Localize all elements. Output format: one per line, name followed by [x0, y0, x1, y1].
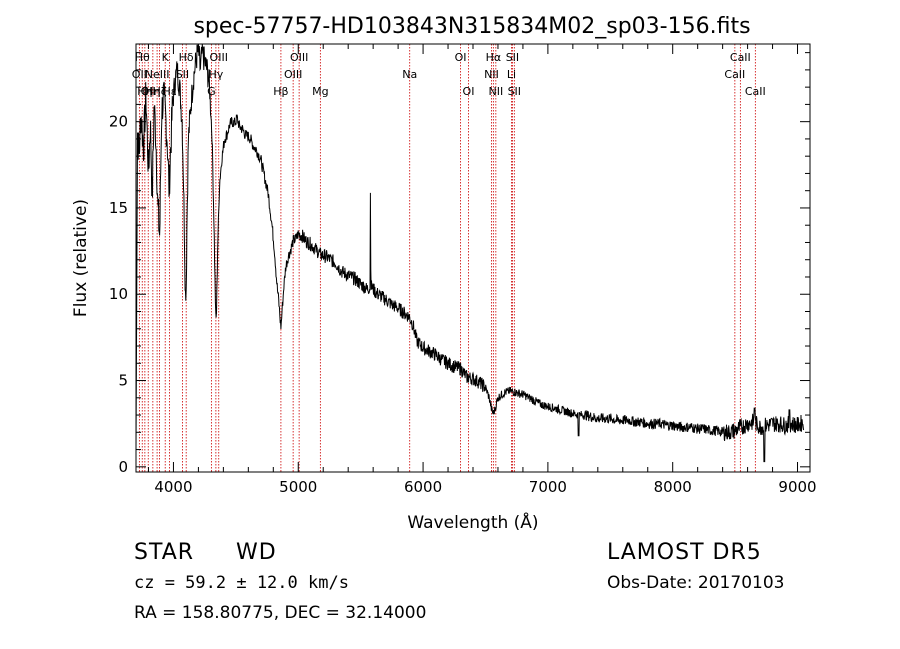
- x-tick-label-1: 5000: [279, 478, 317, 496]
- object-subclass: WD: [236, 540, 277, 565]
- line-label-9: SII: [176, 68, 189, 81]
- y-axis-label: Flux (relative): [71, 199, 91, 317]
- line-label-7: K: [162, 51, 170, 64]
- line-label-13: OIII: [210, 51, 228, 64]
- line-label-4: Hη: [145, 85, 160, 98]
- plot-frame: [135, 43, 811, 473]
- x-tick-label-4: 8000: [654, 478, 692, 496]
- line-label-16: OIII: [290, 51, 308, 64]
- coordinates: RA = 158.80775, DEC = 32.14000: [134, 603, 427, 623]
- x-tick-label-2: 6000: [404, 478, 442, 496]
- line-label-12: Hγ: [208, 68, 223, 81]
- spectrum-line: [135, 43, 805, 463]
- spectral-line-markers: [138, 44, 756, 472]
- y-tick-label-2: 10: [109, 285, 128, 303]
- line-label-11: G: [207, 85, 216, 98]
- x-tick-label-5: 9000: [778, 478, 816, 496]
- x-tick-label-0: 4000: [154, 478, 192, 496]
- line-label-22: Hα: [486, 51, 502, 64]
- line-label-14: Hβ: [273, 85, 288, 98]
- line-label-27: CaII: [724, 68, 745, 81]
- observation-date: Obs-Date: 20170103: [607, 573, 785, 593]
- line-label-21: NII: [484, 68, 499, 81]
- axis-ticks: [136, 44, 810, 472]
- line-label-23: NII: [488, 85, 503, 98]
- line-label-5: NeIII: [145, 68, 170, 81]
- line-label-15: OIII: [284, 68, 302, 81]
- line-label-26: SII: [508, 85, 521, 98]
- line-label-28: CaII: [730, 51, 751, 64]
- line-label-1: Hθ: [135, 51, 150, 64]
- line-label-3: OII: [141, 85, 156, 98]
- tick-labels: 4000 5000 6000 7000 8000 9000 0 5 10 15 20: [109, 113, 817, 496]
- chart-title: spec-57757-HD103843N315834M02_sp03-156.f…: [193, 14, 750, 39]
- y-tick-label-0: 0: [118, 458, 128, 476]
- y-tick-label-4: 20: [109, 113, 128, 131]
- redshift-velocity: cz = 59.2 ± 12.0 km/s: [134, 573, 349, 593]
- x-axis-label: Wavelength (Å): [407, 511, 538, 533]
- line-label-19: OI: [455, 51, 467, 64]
- line-label-29: CaII: [745, 85, 766, 98]
- line-label-24: Li: [507, 68, 516, 81]
- line-label-10: Hδ: [179, 51, 194, 64]
- object-class: STAR: [134, 540, 195, 565]
- line-label-18: Na: [402, 68, 417, 81]
- line-label-17: Mg: [312, 85, 328, 98]
- survey-name: LAMOST DR5: [607, 540, 762, 565]
- spectral-line-labels: OIIHθHηOIIHηNeIIIHζKHεSIIHδGHγOIIIHβOIII…: [132, 51, 766, 98]
- y-tick-label-1: 5: [118, 372, 128, 390]
- x-tick-label-3: 7000: [529, 478, 567, 496]
- line-label-20: OI: [463, 85, 475, 98]
- line-label-25: SII: [506, 51, 519, 64]
- line-label-2: Hη: [137, 85, 152, 98]
- y-tick-label-3: 15: [109, 199, 128, 217]
